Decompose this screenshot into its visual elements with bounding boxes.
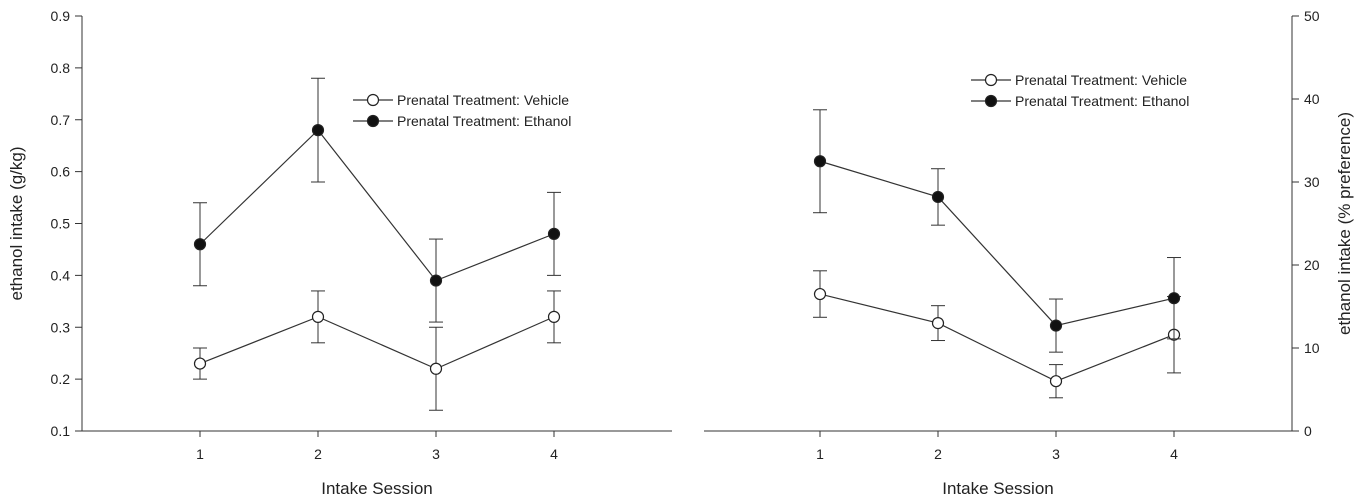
legend-label: Prenatal Treatment: Vehicle (397, 92, 569, 108)
data-point (193, 357, 207, 370)
y-tick-label: 0.7 (51, 112, 71, 128)
data-point (931, 190, 945, 204)
panel-1: 0.1 0.2 0.3 0.4 0.5 0.6 0.7 0.8 0.9 1 2 3 4 Intake Se… (7, 8, 672, 498)
x-tick-label: 1 (816, 446, 824, 462)
data-point (547, 310, 561, 323)
series-line (819, 160, 1175, 327)
data-point (1049, 319, 1063, 332)
data-point (429, 274, 443, 287)
y-tick-label: 40 (1304, 91, 1320, 107)
x-axis-title: Intake Session (321, 479, 433, 498)
x-tick-label: 1 (196, 446, 204, 462)
panel-2: 0 10 20 30 40 50 1 2 3 4 Intake Session ethanol int… (704, 8, 1354, 498)
x-tick-label: 2 (934, 446, 942, 462)
x-axis-title: Intake Session (942, 479, 1054, 498)
y-tick-label: 0 (1304, 423, 1312, 439)
x-tick-label: 4 (550, 446, 558, 462)
legend-marker (984, 73, 998, 87)
legend-label: Prenatal Treatment: Ethanol (397, 113, 571, 129)
y-axis-title: ethanol intake (% preference) (1335, 112, 1354, 335)
series-vehicle (813, 270, 1181, 399)
x-tick-label: 2 (314, 446, 322, 462)
y-tick-label: 0.5 (51, 216, 71, 232)
y-tick-label: 0.6 (51, 164, 71, 180)
y-tick-label: 20 (1304, 257, 1320, 273)
data-point (931, 317, 945, 330)
data-point (813, 155, 827, 168)
legend-marker (366, 114, 380, 128)
y-tick-label: 0.9 (51, 8, 71, 24)
x-tick-label: 3 (432, 446, 440, 462)
y-axis-title: ethanol intake (g/kg) (7, 146, 26, 300)
series-line (199, 316, 555, 370)
data-point (813, 287, 827, 301)
series-ethanol (813, 109, 1181, 353)
data-point (311, 124, 325, 137)
data-point (1167, 292, 1181, 305)
legend-label: Prenatal Treatment: Vehicle (1015, 72, 1187, 88)
x-tick-label: 4 (1170, 446, 1178, 462)
y-tick-label: 0.2 (51, 371, 71, 387)
legend-marker (366, 93, 380, 107)
series-line (199, 129, 555, 282)
data-point (547, 227, 561, 240)
y-tick-label: 10 (1304, 340, 1320, 356)
series-line (819, 293, 1175, 382)
legend: Prenatal Treatment: Vehicle Prenatal Trea… (353, 92, 571, 129)
y-tick-label: 30 (1304, 174, 1320, 190)
y-tick-label: 0.4 (51, 267, 71, 283)
y-tick-label: 50 (1304, 8, 1320, 24)
legend-marker (984, 94, 998, 108)
data-point (193, 238, 207, 251)
series-ethanol (193, 77, 561, 323)
legend: Prenatal Treatment: Vehicle Prenatal Trea… (971, 72, 1189, 109)
legend-label: Prenatal Treatment: Ethanol (1015, 93, 1189, 109)
data-point (1049, 375, 1063, 388)
data-point (429, 362, 443, 375)
y-tick-label: 0.1 (51, 423, 71, 439)
x-tick-label: 3 (1052, 446, 1060, 462)
y-tick-label: 0.8 (51, 60, 71, 76)
y-tick-label: 0.3 (51, 319, 71, 335)
series-vehicle (193, 290, 561, 411)
data-point (311, 310, 325, 323)
